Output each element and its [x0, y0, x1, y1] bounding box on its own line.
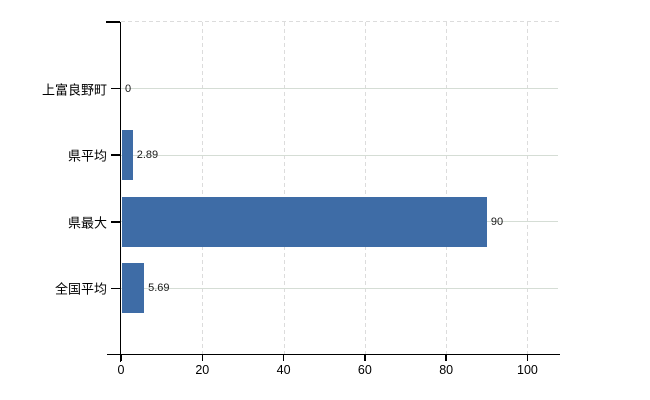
- x-axis-line: [107, 353, 560, 355]
- bar-value-label: 90: [490, 215, 504, 228]
- bar-value-label: 5.69: [148, 282, 170, 295]
- category-gridline: [121, 88, 558, 90]
- x-tick-label: 0: [117, 363, 125, 377]
- bar: [122, 263, 145, 314]
- category-label: 上富良野町: [41, 82, 107, 98]
- x-tick-label: 20: [195, 363, 210, 377]
- x-gridline: [446, 22, 448, 355]
- x-tick-label: 100: [517, 363, 538, 377]
- bar-value-label: 0: [125, 82, 132, 95]
- category-gridline: [121, 287, 558, 289]
- bar-value-label: 2.89: [136, 149, 159, 162]
- x-gridline: [527, 22, 529, 355]
- y-tick: [111, 87, 120, 90]
- x-tick: [201, 355, 204, 361]
- plot-top-border: [121, 21, 560, 22]
- category-label: 県最大: [67, 215, 107, 231]
- x-tick: [120, 355, 122, 361]
- x-gridline: [364, 22, 366, 355]
- x-tick-label: 80: [439, 363, 454, 377]
- x-gridline: [202, 22, 204, 355]
- x-tick-label: 40: [276, 363, 291, 377]
- y-tick: [111, 154, 120, 156]
- x-tick: [445, 355, 447, 361]
- y-tick: [111, 221, 120, 223]
- bar: [122, 196, 487, 247]
- x-tick: [364, 355, 366, 361]
- category-label: 県平均: [67, 148, 107, 164]
- x-tick: [526, 355, 529, 361]
- bar: [122, 130, 133, 181]
- x-tick: [282, 355, 285, 361]
- category-label: 全国平均: [54, 281, 107, 297]
- category-gridline: [121, 154, 558, 156]
- x-gridline: [283, 22, 285, 355]
- y-tick: [111, 287, 120, 290]
- y-axis-line: [119, 22, 121, 362]
- x-tick-label: 60: [357, 363, 372, 377]
- y-axis-top-tick: [106, 21, 120, 23]
